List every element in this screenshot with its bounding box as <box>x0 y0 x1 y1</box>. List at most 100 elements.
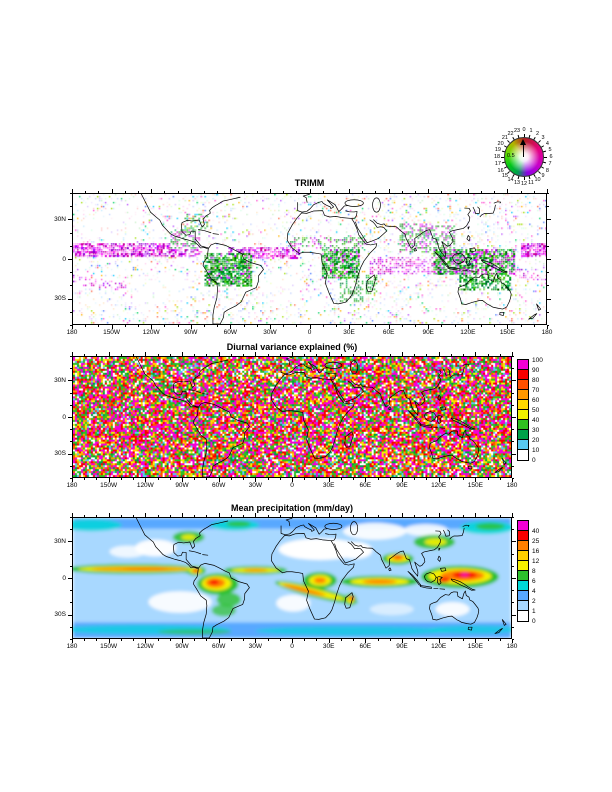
tick-mark <box>426 514 428 517</box>
wheel-hour-label: 11 <box>528 180 534 187</box>
tick-mark <box>365 352 367 356</box>
tick-mark <box>499 478 501 481</box>
lon-tick-label: 30W <box>248 643 263 650</box>
tick-mark <box>340 353 342 356</box>
tick-mark <box>487 478 489 481</box>
tick-mark <box>475 478 477 482</box>
tick-mark <box>365 478 367 482</box>
tick-mark <box>389 514 391 517</box>
tick-mark <box>84 353 86 356</box>
panel-title-precip: Mean precipitation (mm/day) <box>230 503 354 513</box>
tick-mark <box>463 478 465 481</box>
tick-mark <box>349 189 351 193</box>
colorbar-cell <box>517 389 529 401</box>
tick-mark <box>84 478 86 481</box>
tick-mark <box>547 325 548 329</box>
tick-mark <box>512 626 515 628</box>
tick-mark <box>164 190 166 193</box>
wheel-hour-label: 13 <box>513 180 521 187</box>
lat-tick-label: 30S <box>54 450 66 458</box>
tick-mark <box>494 190 496 193</box>
tick-mark <box>512 441 515 443</box>
tick-mark <box>151 189 153 193</box>
tick-mark <box>124 325 126 328</box>
tick-mark <box>68 578 72 579</box>
colorbar-label: 10 <box>532 446 540 454</box>
tick-mark <box>428 325 430 329</box>
tick-mark <box>68 298 72 300</box>
tick-mark <box>151 325 153 329</box>
colorbar-cell <box>517 359 529 371</box>
tick-mark <box>206 514 208 517</box>
lon-tick-label: 150W <box>100 482 118 489</box>
tick-mark <box>120 639 122 642</box>
lat-tick-label: 30N <box>54 215 66 223</box>
lon-tick-label: 0 <box>307 329 312 336</box>
tick-mark <box>206 639 208 642</box>
tick-mark <box>255 352 257 356</box>
lon-tick-label: 90E <box>422 329 435 336</box>
wheel-hour-label: 16 <box>497 167 504 174</box>
tick-mark <box>69 392 72 394</box>
tick-mark <box>547 311 550 313</box>
tick-mark <box>108 478 110 482</box>
tick-mark <box>157 639 159 642</box>
tick-mark <box>203 190 205 193</box>
tick-mark <box>69 639 72 640</box>
tick-mark <box>157 514 159 517</box>
wheel-tick <box>517 134 520 138</box>
tick-mark <box>85 190 87 193</box>
tick-mark <box>69 590 72 592</box>
wheel-tick <box>523 177 525 180</box>
tick-mark <box>533 190 535 193</box>
tick-mark <box>68 219 72 221</box>
tick-mark <box>547 285 550 287</box>
tick-mark <box>230 514 232 517</box>
tick-mark <box>157 353 159 356</box>
tick-mark <box>133 639 135 642</box>
phase-wheel-arrow-head <box>520 139 526 145</box>
tick-mark <box>69 272 72 274</box>
colorbar-cell <box>517 570 529 582</box>
tick-mark <box>402 513 403 517</box>
tick-mark <box>218 639 220 643</box>
tick-mark <box>68 614 72 616</box>
tick-mark <box>72 189 73 193</box>
tick-mark <box>182 352 183 356</box>
tick-mark <box>69 441 72 443</box>
tick-mark <box>230 189 232 193</box>
tick-mark <box>169 514 171 517</box>
tick-mark <box>145 352 147 356</box>
tick-mark <box>267 639 269 642</box>
tick-mark <box>304 478 306 481</box>
lon-tick-label: 120E <box>431 482 447 489</box>
tick-mark <box>512 565 515 567</box>
tick-mark <box>467 189 469 193</box>
tick-mark <box>182 478 183 482</box>
colorbar-cell <box>517 439 529 451</box>
colorbar-label: 70 <box>532 386 540 394</box>
tick-mark <box>438 639 440 643</box>
wheel-tick <box>501 156 504 158</box>
tick-mark <box>499 514 501 517</box>
tick-mark <box>365 639 367 643</box>
tick-mark <box>96 353 98 356</box>
lon-tick-label: 120W <box>136 643 154 650</box>
colorbar-cell <box>517 449 529 461</box>
tick-mark <box>520 190 522 193</box>
wheel-hour-label: 21 <box>501 134 508 141</box>
tick-mark <box>533 325 535 328</box>
tick-mark <box>84 639 86 642</box>
tick-mark <box>402 639 403 643</box>
lon-tick-label: 180 <box>506 482 518 489</box>
phase-wheel-arrow <box>523 144 524 157</box>
wheel-hour-label: 1 <box>529 127 533 134</box>
tick-mark <box>96 478 98 481</box>
lat-tick-label: 0 <box>62 574 66 582</box>
tick-mark <box>463 353 465 356</box>
tick-mark <box>547 232 550 234</box>
wheel-tick <box>537 140 541 144</box>
coastlines-overlay-variance <box>135 357 507 477</box>
tick-mark <box>322 325 324 328</box>
tick-mark <box>512 541 516 543</box>
